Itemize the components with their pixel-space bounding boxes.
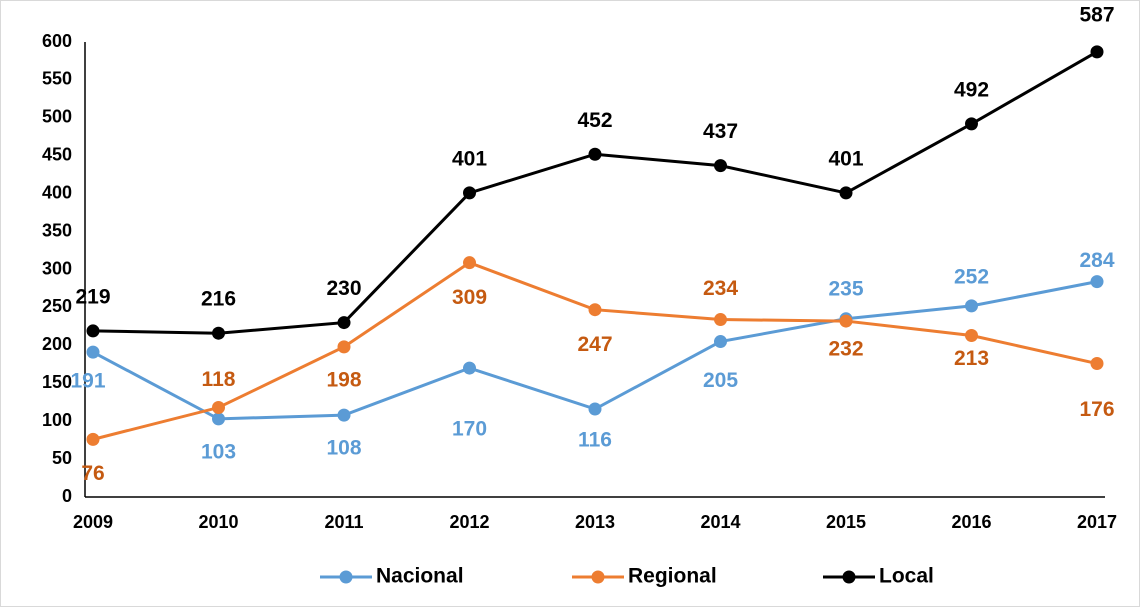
x-tick-label: 2009 bbox=[73, 512, 113, 532]
point bbox=[839, 314, 853, 328]
point bbox=[965, 299, 978, 313]
value-label: 252 bbox=[954, 265, 989, 288]
legend-label: Local bbox=[879, 565, 934, 588]
point bbox=[86, 324, 100, 338]
value-label: 176 bbox=[1079, 398, 1114, 421]
legend-label: Regional bbox=[628, 565, 717, 588]
value-label: 116 bbox=[578, 429, 612, 452]
point bbox=[965, 117, 978, 131]
point bbox=[86, 345, 100, 359]
x-tick-label: 2013 bbox=[575, 512, 615, 532]
legend-marker bbox=[339, 570, 353, 584]
x-tick-label: 2016 bbox=[951, 512, 991, 532]
x-tick-label: 2017 bbox=[1077, 512, 1117, 532]
y-tick-label: 600 bbox=[42, 31, 72, 51]
value-label: 235 bbox=[828, 277, 863, 300]
value-label: 309 bbox=[452, 286, 487, 309]
value-label: 492 bbox=[954, 78, 989, 101]
point bbox=[337, 408, 351, 422]
y-tick-label: 50 bbox=[52, 448, 72, 468]
y-tick-label: 450 bbox=[42, 145, 72, 165]
point bbox=[839, 186, 853, 200]
value-label: 108 bbox=[326, 437, 361, 460]
point bbox=[714, 335, 727, 349]
point bbox=[588, 303, 602, 317]
value-label: 284 bbox=[1079, 249, 1114, 272]
y-tick-label: 150 bbox=[42, 372, 72, 392]
point bbox=[965, 328, 978, 342]
value-label: 205 bbox=[703, 369, 738, 392]
x-tick-label: 2015 bbox=[826, 512, 866, 532]
x-tick-label: 2010 bbox=[198, 512, 238, 532]
y-tick-label: 200 bbox=[42, 334, 72, 354]
value-label: 232 bbox=[828, 338, 863, 361]
value-label: 216 bbox=[201, 288, 236, 311]
value-label: 213 bbox=[954, 347, 989, 370]
point bbox=[463, 256, 476, 270]
value-label: 230 bbox=[326, 277, 361, 300]
point bbox=[588, 147, 602, 161]
point bbox=[463, 186, 476, 200]
legend-marker bbox=[591, 570, 605, 584]
value-label: 401 bbox=[452, 147, 487, 170]
x-tick-label: 2011 bbox=[324, 512, 363, 532]
point bbox=[337, 316, 351, 330]
legend-label: Nacional bbox=[376, 565, 464, 588]
value-label: 452 bbox=[577, 109, 612, 132]
y-tick-label: 400 bbox=[42, 182, 72, 202]
value-label: 198 bbox=[326, 368, 361, 391]
value-label: 234 bbox=[703, 277, 738, 300]
point bbox=[212, 401, 225, 415]
legend-marker bbox=[842, 570, 856, 584]
value-label: 587 bbox=[1079, 3, 1114, 26]
point bbox=[714, 313, 727, 327]
value-label: 401 bbox=[828, 147, 863, 170]
y-tick-label: 350 bbox=[42, 220, 72, 240]
value-label: 247 bbox=[577, 333, 612, 356]
value-label: 118 bbox=[202, 368, 236, 391]
y-tick-label: 250 bbox=[42, 296, 72, 316]
y-tick-label: 550 bbox=[42, 69, 72, 89]
point bbox=[588, 402, 602, 416]
value-label: 76 bbox=[81, 462, 104, 485]
point bbox=[212, 326, 225, 340]
point bbox=[86, 432, 100, 446]
point bbox=[714, 159, 727, 173]
x-tick-label: 2012 bbox=[449, 512, 489, 532]
y-tick-label: 0 bbox=[62, 486, 72, 506]
y-tick-label: 500 bbox=[42, 107, 72, 127]
point bbox=[337, 340, 351, 354]
point bbox=[1090, 45, 1104, 59]
value-label: 191 bbox=[70, 370, 105, 393]
x-tick-label: 2014 bbox=[700, 512, 740, 532]
point bbox=[1090, 275, 1104, 289]
value-label: 437 bbox=[703, 120, 738, 143]
value-label: 103 bbox=[201, 440, 236, 463]
point bbox=[463, 361, 476, 375]
y-tick-label: 300 bbox=[42, 258, 72, 278]
value-label: 170 bbox=[452, 418, 487, 441]
point bbox=[212, 412, 225, 426]
point bbox=[1090, 357, 1104, 371]
y-tick-label: 100 bbox=[42, 410, 72, 430]
value-label: 219 bbox=[75, 285, 110, 308]
